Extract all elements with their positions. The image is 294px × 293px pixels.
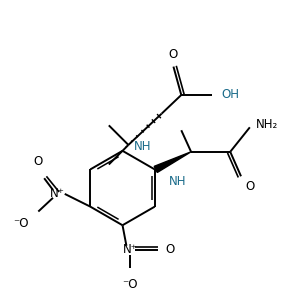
Text: NH: NH <box>168 175 186 188</box>
Text: O: O <box>245 180 254 193</box>
Text: OH: OH <box>221 88 239 101</box>
Text: ⁻O: ⁻O <box>123 278 138 291</box>
Text: N⁺: N⁺ <box>123 243 138 256</box>
Text: NH: NH <box>134 140 152 154</box>
Text: NH₂: NH₂ <box>256 118 278 131</box>
Text: O: O <box>169 48 178 61</box>
Text: O: O <box>166 243 175 256</box>
Text: N⁺: N⁺ <box>49 188 64 200</box>
Text: ⁻O: ⁻O <box>13 217 29 230</box>
Text: O: O <box>34 156 43 168</box>
Polygon shape <box>154 152 191 173</box>
